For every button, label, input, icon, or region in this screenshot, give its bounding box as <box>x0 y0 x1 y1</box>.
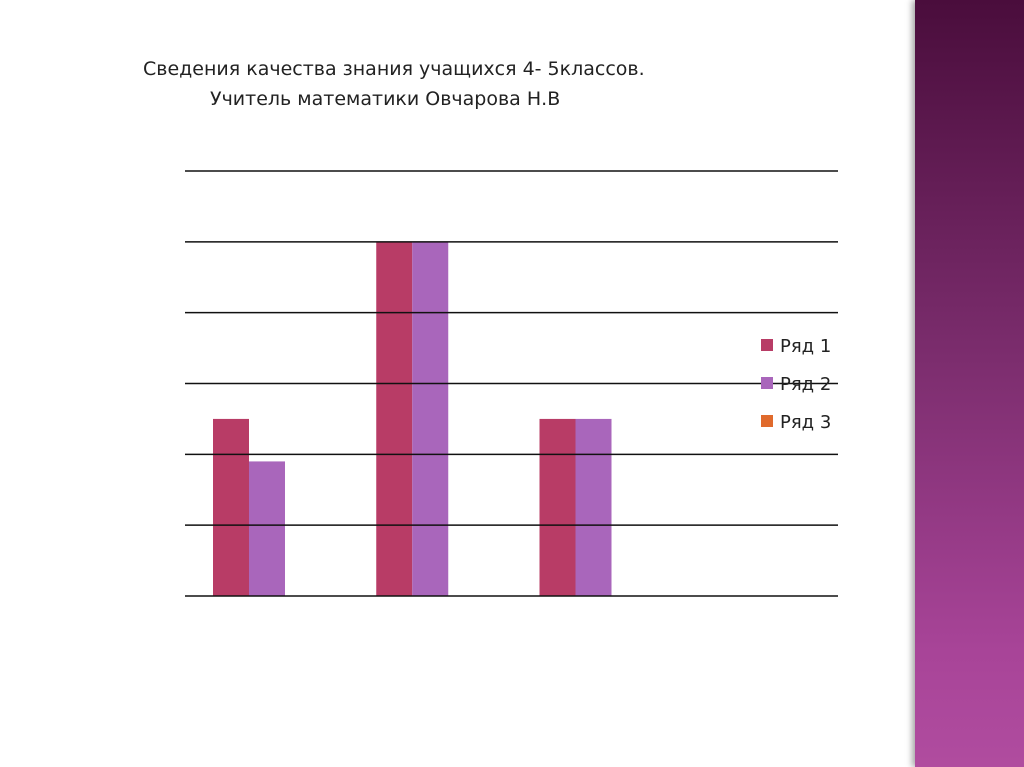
legend-swatch <box>761 415 773 427</box>
legend-swatch <box>761 377 773 389</box>
bar <box>376 241 413 597</box>
bar <box>213 418 249 596</box>
legend-label: Ряд 2 <box>780 374 831 395</box>
bar <box>575 418 612 596</box>
bar <box>249 461 285 596</box>
bar-chart: Ряд 1 Ряд 2 Ряд 3 <box>185 170 838 597</box>
bar <box>539 418 576 596</box>
legend-label: Ряд 3 <box>780 412 831 433</box>
title-line-1: Сведения качества знания учащихся 4- 5кл… <box>143 58 645 80</box>
legend-label: Ряд 1 <box>780 336 831 357</box>
bar <box>412 241 449 597</box>
legend-swatch <box>761 339 773 351</box>
side-decoration-panel <box>915 0 1024 767</box>
title-line-2: Учитель математики Овчарова Н.В <box>210 88 561 110</box>
